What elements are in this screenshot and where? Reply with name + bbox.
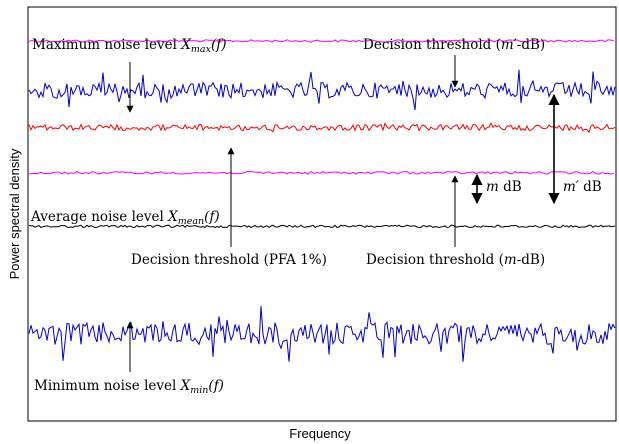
m-gap-label: m dB — [486, 179, 522, 195]
m-prime-threshold-line — [28, 39, 615, 43]
x-axis-label: Frequency — [289, 426, 351, 441]
mean-noise-level-line — [28, 224, 616, 229]
min-noise-label: Minimum noise level Xmin(f) — [34, 378, 224, 396]
m-prime-threshold-label: Decision threshold (m′-dB) — [363, 37, 545, 53]
plot-frame — [27, 6, 617, 422]
y-axis-label: Power spectral density — [7, 148, 22, 279]
max-noise-level-line — [28, 69, 616, 111]
max-noise-label: Maximum noise level Xmax(f) — [32, 37, 226, 55]
m-threshold-line — [28, 170, 615, 175]
mean-noise-label: Average noise level Xmean(f) — [30, 209, 220, 227]
min-noise-level-line — [28, 306, 616, 362]
m-prime-gap-label: m′ dB — [563, 179, 602, 195]
pfa-threshold-label: Decision threshold (PFA 1%) — [131, 252, 327, 268]
m-threshold-label: Decision threshold (m-dB) — [366, 252, 545, 268]
pfa-threshold-line — [28, 121, 616, 134]
